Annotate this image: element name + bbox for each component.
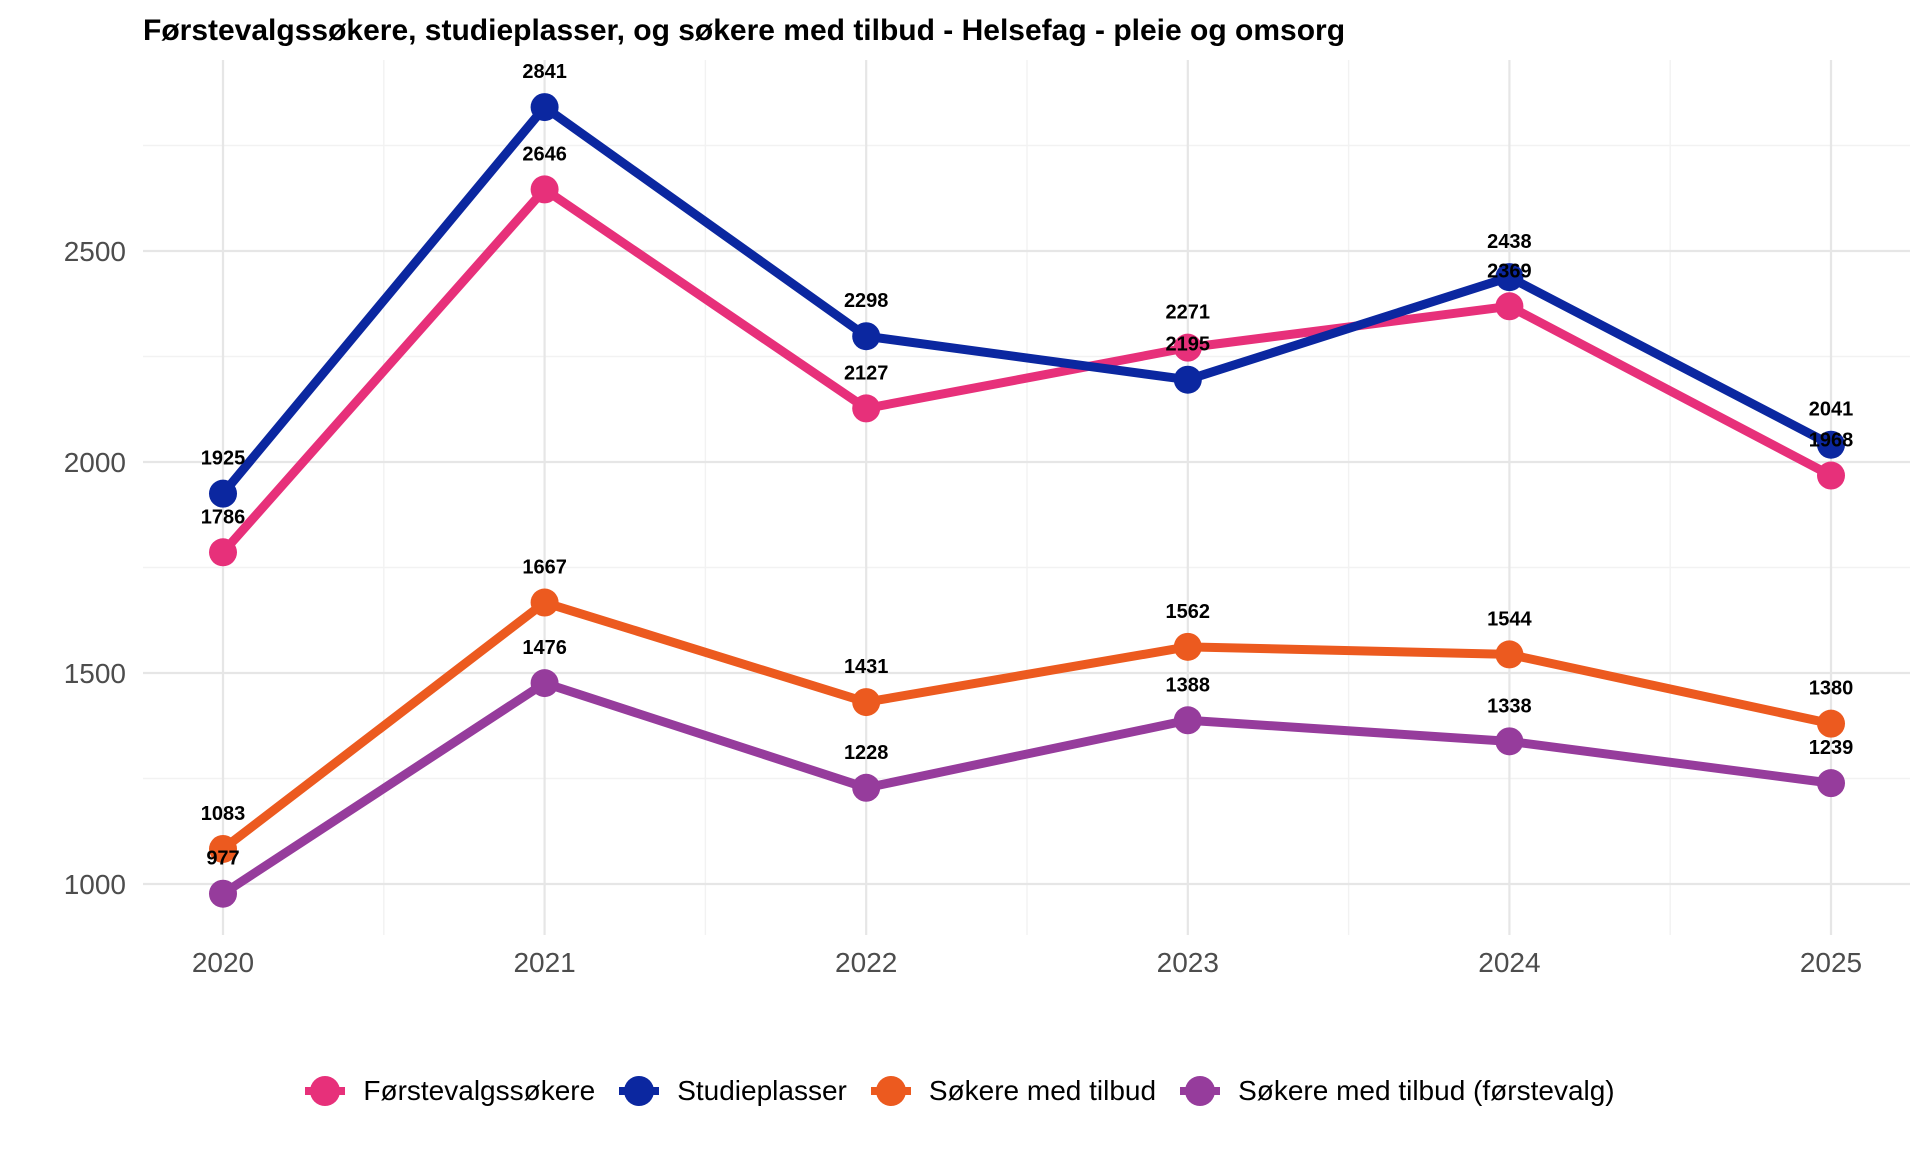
y-tick-label: 2000 — [64, 447, 126, 478]
x-tick-label: 2022 — [835, 947, 897, 978]
minor-gridlines — [143, 60, 1910, 935]
series-2-data-label: 1925 — [201, 448, 246, 470]
series-2-data-label: 2438 — [1487, 231, 1532, 253]
x-axis-ticks: 2020 2021 2022 2023 2024 2025 — [192, 947, 1862, 978]
series-4-data-label: 1228 — [844, 742, 889, 764]
series-3-line — [218, 598, 1836, 854]
series-3-data-label: 1544 — [1487, 608, 1532, 630]
series-4-point — [1495, 727, 1524, 756]
series-points — [209, 93, 1845, 908]
data-labels: 1786 2646 2127 2271 2369 1968 1925 2841 2298 2195… — [201, 61, 1854, 870]
series-3-data-label: 1380 — [1809, 678, 1854, 700]
series-2-data-label: 2298 — [844, 290, 889, 312]
x-tick-label: 2020 — [192, 947, 254, 978]
series-4-point — [209, 879, 237, 908]
series-4-line — [218, 678, 1836, 899]
series-3-point — [1495, 640, 1524, 669]
series-1-point — [852, 394, 881, 423]
y-tick-label: 1000 — [64, 869, 126, 900]
series-3-data-label: 1431 — [844, 656, 889, 678]
series-4-point — [1817, 769, 1845, 798]
y-tick-label: 1500 — [64, 658, 126, 689]
series-3-data-label: 1562 — [1166, 601, 1211, 623]
series-4-data-label: 1239 — [1809, 737, 1854, 759]
legend-label: Søkere med tilbud — [928, 1075, 1157, 1106]
legend-item: Studieplasser — [619, 1075, 847, 1107]
y-axis-ticks: 1000 1500 2000 2500 — [64, 236, 126, 900]
series-2-line — [218, 102, 1836, 499]
series-2-point — [1495, 263, 1524, 292]
series-1-data-label: 1968 — [1809, 430, 1854, 452]
series-3-point — [530, 588, 559, 617]
series-1-data-label: 2369 — [1487, 260, 1532, 282]
legend-label: Studieplasser — [677, 1075, 847, 1106]
series-1-point — [209, 538, 237, 567]
series-3-point — [1817, 709, 1845, 738]
series-3-point — [1173, 632, 1202, 661]
series-1-data-label: 1786 — [201, 506, 246, 528]
legend-key-icon — [1180, 1076, 1221, 1106]
series-2-data-label: 2841 — [522, 61, 567, 83]
series-1-point — [530, 175, 559, 204]
legend-item: Førstevalgssøkere — [305, 1075, 595, 1107]
legend-item: Søkere med tilbud — [870, 1075, 1157, 1107]
series-4-data-label: 1476 — [522, 637, 567, 659]
legend: Førstevalgssøkere Studieplasser Søkere med… — [0, 1075, 1920, 1107]
x-tick-label: 2024 — [1478, 947, 1540, 978]
series-4-data-label: 1388 — [1166, 674, 1211, 696]
chart-title: Førstevalgssøkere, studieplasser, og søk… — [143, 14, 1346, 47]
series-1-point — [1495, 292, 1524, 321]
legend-key-icon — [619, 1076, 660, 1106]
x-tick-label: 2021 — [513, 947, 575, 978]
series-2-point — [1817, 430, 1845, 459]
series-2-data-label: 2195 — [1166, 334, 1211, 356]
legend-item: Søkere med tilbud (førstevalg) — [1180, 1075, 1615, 1107]
series-3-point — [852, 688, 881, 717]
series-4-point — [530, 669, 559, 698]
legend-label: Søkere med tilbud (førstevalg) — [1238, 1075, 1615, 1106]
y-tick-label: 2500 — [64, 236, 126, 267]
series-3-point — [209, 834, 237, 863]
x-tick-label: 2025 — [1800, 947, 1862, 978]
series-2-point — [852, 322, 881, 351]
series-1-point — [1173, 333, 1202, 362]
line-chart: 1786 2646 2127 2271 2369 1968 1925 2841 2298 2195… — [64, 60, 1910, 978]
legend-key-icon — [870, 1076, 911, 1106]
series-2-data-label: 2041 — [1809, 399, 1854, 421]
legend-key-icon — [305, 1076, 346, 1106]
series-3-data-label: 1083 — [201, 803, 246, 825]
series-3-data-label: 1667 — [522, 557, 567, 579]
legend-label: Førstevalgssøkere — [363, 1075, 596, 1106]
series-lines — [218, 102, 1836, 899]
series-2-point — [209, 479, 237, 508]
series-1-data-label: 2127 — [844, 362, 889, 384]
series-4-data-label: 977 — [206, 848, 239, 870]
x-tick-label: 2023 — [1157, 947, 1219, 978]
series-1-point — [1817, 461, 1845, 490]
series-4-data-label: 1338 — [1487, 695, 1532, 717]
series-4-point — [1173, 706, 1202, 735]
series-2-point — [1173, 365, 1202, 394]
series-1-data-label: 2271 — [1166, 302, 1211, 324]
series-2-point — [530, 93, 559, 122]
series-4-point — [852, 773, 881, 802]
series-1-line — [218, 184, 1836, 557]
series-1-data-label: 2646 — [522, 143, 567, 165]
